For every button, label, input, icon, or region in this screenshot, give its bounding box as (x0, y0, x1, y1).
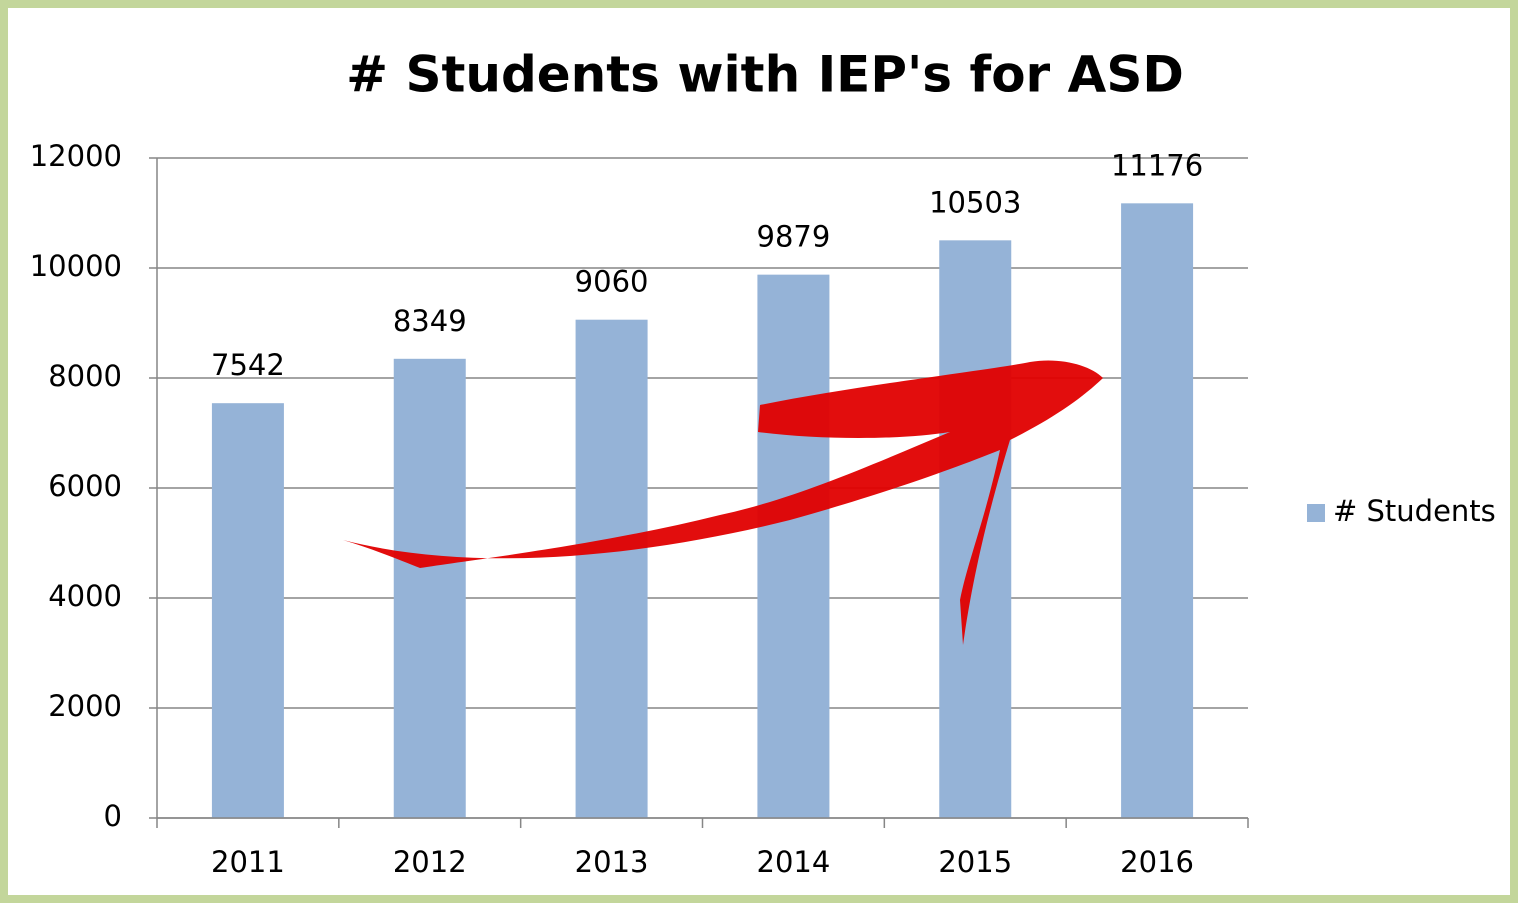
chart: # Students with IEP's for ASD 0 2000 4000 6… (0, 0, 1518, 903)
x-tick-label: 2016 (1120, 845, 1194, 879)
data-label: 9060 (575, 265, 649, 299)
bar (757, 275, 829, 818)
data-label: 9879 (757, 220, 831, 254)
y-tick-label: 2000 (48, 689, 122, 723)
data-label: 10503 (929, 185, 1021, 219)
data-label: 7542 (211, 348, 285, 382)
legend-label: # Students (1333, 494, 1496, 528)
y-tick-label: 6000 (48, 469, 122, 503)
x-tick-label: 2014 (757, 845, 831, 879)
y-tick-label: 8000 (48, 359, 122, 393)
y-tick-label: 10000 (30, 249, 122, 283)
y-tick-label: 12000 (30, 139, 122, 173)
y-tick-label: 0 (104, 799, 122, 833)
bar (1121, 203, 1193, 818)
bar (576, 320, 648, 818)
data-label: 11176 (1111, 148, 1203, 182)
legend-swatch (1307, 504, 1325, 522)
bar (394, 359, 466, 818)
bar (939, 240, 1011, 818)
y-tick-label: 4000 (48, 579, 122, 613)
chart-title: # Students with IEP's for ASD (346, 46, 1184, 104)
x-tick-label: 2011 (211, 845, 285, 879)
data-label: 8349 (393, 304, 467, 338)
x-tick-label: 2012 (393, 845, 467, 879)
x-tick-label: 2015 (938, 845, 1012, 879)
x-tick-label: 2013 (575, 845, 649, 879)
bar (212, 403, 284, 818)
page: # Students with IEP's for ASD 0 2000 4000 6… (0, 0, 1518, 903)
